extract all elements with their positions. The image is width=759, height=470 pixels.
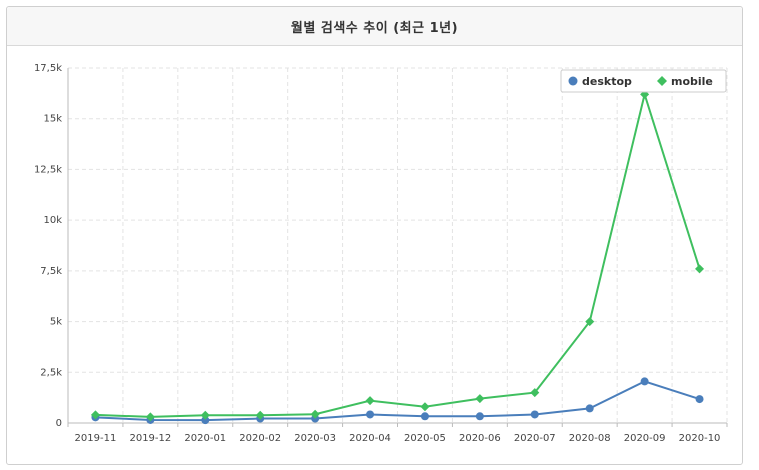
legend-marker-desktop <box>568 76 578 86</box>
legend-box <box>560 69 727 93</box>
chart-title: 월별 검색수 추이 (최근 1년) <box>290 20 459 36</box>
data-point-desktop <box>201 416 210 425</box>
data-point-mobile <box>530 388 540 398</box>
y-tick-label: 7,5k <box>40 266 62 277</box>
data-point-mobile <box>90 410 100 420</box>
legend-label-desktop: desktop <box>582 75 632 88</box>
x-tick-label: 2020-10 <box>679 433 721 444</box>
data-point-mobile <box>695 264 705 274</box>
y-tick-label: 15k <box>43 114 62 125</box>
data-point-desktop <box>585 404 594 413</box>
series-line-mobile <box>95 90 701 418</box>
y-tick-label: 17,5k <box>34 63 62 74</box>
x-tick-label: 2020-05 <box>404 433 446 444</box>
data-point-mobile <box>585 317 595 327</box>
y-tick-label: 2,5k <box>40 367 62 378</box>
legend-marker-mobile <box>657 76 667 86</box>
data-point-mobile <box>420 402 430 412</box>
x-tick-label: 2020-08 <box>569 433 611 444</box>
y-tick-label: 0 <box>56 418 62 429</box>
data-point-mobile <box>145 412 155 422</box>
data-point-desktop <box>530 410 539 419</box>
data-point-mobile <box>200 410 210 420</box>
y-tick-label: 5k <box>50 317 62 328</box>
x-tick-label: 2020-07 <box>514 433 556 444</box>
legend-label-mobile: mobile <box>671 75 713 88</box>
x-tick-label: 2020-02 <box>239 433 281 444</box>
x-tick-label: 2020-01 <box>184 433 226 444</box>
x-tick-label: 2019-12 <box>129 433 171 444</box>
chart-header: 월별 검색수 추이 (최근 1년) <box>7 7 742 46</box>
data-point-desktop <box>420 412 429 421</box>
data-point-desktop <box>640 377 649 386</box>
data-point-mobile <box>475 394 485 404</box>
x-tick-label: 2020-09 <box>624 433 666 444</box>
x-tick-label: 2019-11 <box>75 433 117 444</box>
data-point-desktop <box>475 412 484 421</box>
data-point-desktop <box>695 395 704 404</box>
y-tick-label: 12,5k <box>34 164 62 175</box>
data-point-mobile <box>255 410 265 420</box>
x-tick-label: 2020-04 <box>349 433 391 444</box>
x-tick-label: 2020-03 <box>294 433 336 444</box>
series-line-desktop <box>95 380 700 422</box>
data-point-mobile <box>310 409 320 419</box>
y-tick-label: 10k <box>43 215 62 226</box>
x-tick-label: 2020-06 <box>459 433 501 444</box>
data-point-mobile <box>365 396 375 406</box>
data-point-desktop <box>366 410 375 419</box>
